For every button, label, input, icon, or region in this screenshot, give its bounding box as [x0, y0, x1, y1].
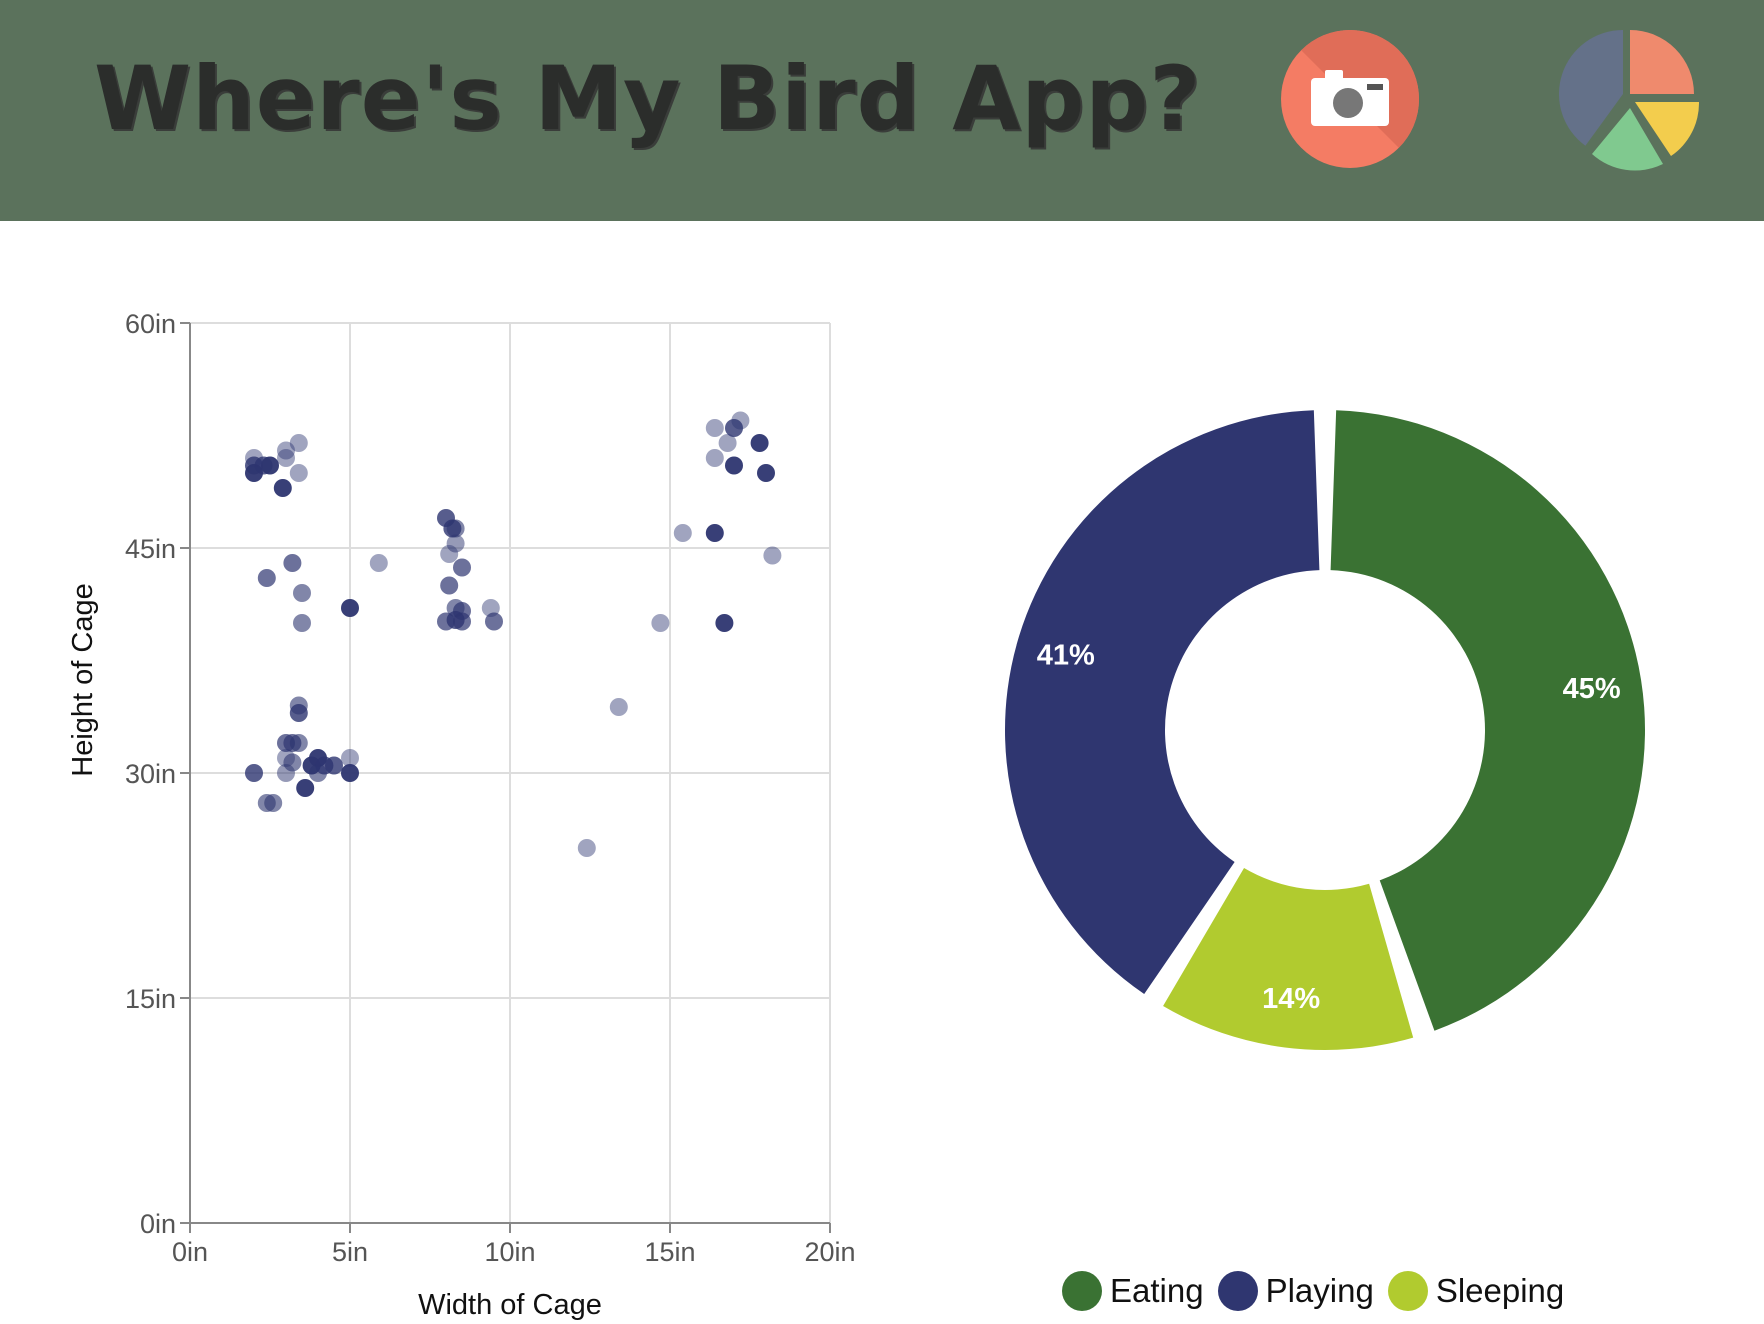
scatter-axes: 0in 5in 10in 15in 20in 0in 15in 30in 45in 60in	[125, 309, 856, 1267]
donut-slice-eating[interactable]	[1330, 410, 1645, 1031]
y-axis-title: Height of Cage	[67, 583, 99, 776]
donut-slice-sleeping[interactable]	[1163, 868, 1414, 1050]
scatter-point[interactable]	[750, 434, 769, 452]
scatter-point[interactable]	[257, 569, 276, 587]
scatter-point[interactable]	[705, 449, 724, 467]
scatter-point[interactable]	[289, 704, 308, 722]
scatter-point[interactable]	[757, 464, 775, 482]
scatter-point[interactable]	[289, 734, 308, 752]
scatter-point[interactable]	[293, 614, 311, 632]
scatter-point[interactable]	[440, 576, 459, 595]
legend-label-eating: Eating	[1110, 1272, 1204, 1309]
pie-chart-icon[interactable]	[1559, 30, 1701, 172]
scatter-point[interactable]	[283, 554, 302, 572]
scatter-point[interactable]	[651, 614, 670, 632]
scatter-point[interactable]	[341, 749, 359, 767]
scatter-point[interactable]	[245, 764, 263, 782]
scatter-plot: 0in 5in 10in 15in 20in 0in 15in 30in 45in 60in Wi…	[67, 309, 856, 1321]
scatter-point[interactable]	[289, 464, 308, 482]
app-title: Where's My Bird App?	[94, 47, 1202, 150]
legend-item-sleeping[interactable]: Sleeping	[1387, 1271, 1565, 1311]
scatter-point[interactable]	[453, 558, 471, 577]
scatter-point[interactable]	[277, 441, 295, 460]
legend-swatch-eating	[1062, 1271, 1102, 1311]
scatter-point[interactable]	[293, 584, 311, 602]
scatter-point[interactable]	[446, 534, 465, 553]
donut-label-playing: 41%	[1037, 640, 1095, 672]
scatter-point[interactable]	[325, 756, 343, 775]
scatter-point[interactable]	[341, 599, 359, 617]
y-tick-label: 0in	[140, 1209, 176, 1239]
scatter-point[interactable]	[725, 419, 743, 437]
legend-swatch-sleeping	[1387, 1271, 1428, 1311]
scatter-point[interactable]	[341, 764, 359, 782]
x-tick-label: 5in	[332, 1237, 368, 1267]
scatter-point[interactable]	[440, 545, 459, 563]
scatter-point[interactable]	[577, 839, 596, 857]
legend-item-eating[interactable]: Eating	[1062, 1271, 1204, 1311]
scatter-points	[245, 411, 782, 857]
donut-label-eating: 45%	[1563, 673, 1621, 705]
scatter-point[interactable]	[718, 434, 737, 452]
scatter-point[interactable]	[273, 479, 292, 497]
y-tick-label: 15in	[125, 984, 176, 1014]
legend-item-playing[interactable]: Playing	[1217, 1271, 1374, 1311]
app-header: Where's My Bird App?	[0, 0, 1764, 221]
scatter-point[interactable]	[673, 524, 692, 542]
x-axis-title: Width of Cage	[418, 1289, 602, 1321]
scatter-point[interactable]	[725, 456, 743, 475]
donut-legend: Eating Playing Sleeping	[1062, 1268, 1578, 1314]
scatter-point[interactable]	[289, 434, 308, 452]
scatter-point[interactable]	[446, 519, 465, 538]
camera-icon	[1311, 70, 1389, 126]
donut-slices: 45% 14% 41%	[1005, 410, 1645, 1050]
scatter-point[interactable]	[296, 779, 315, 797]
scatter-point[interactable]	[453, 612, 471, 631]
scatter-point[interactable]	[277, 449, 295, 467]
y-tick-label: 60in	[125, 309, 176, 339]
scatter-point[interactable]	[715, 614, 734, 632]
donut-label-sleeping: 14%	[1262, 983, 1320, 1015]
legend-swatch-playing	[1217, 1271, 1258, 1311]
scatter-point[interactable]	[705, 524, 724, 542]
donut-chart: 45% 14% 41%	[1005, 410, 1645, 1050]
scatter-point[interactable]	[609, 698, 628, 716]
x-tick-label: 0in	[172, 1237, 208, 1267]
x-tick-label: 15in	[644, 1237, 695, 1267]
scatter-point[interactable]	[705, 419, 724, 437]
scatter-point[interactable]	[264, 794, 283, 812]
scatter-point[interactable]	[481, 599, 500, 617]
scatter-point[interactable]	[369, 554, 388, 572]
scatter-point[interactable]	[485, 612, 503, 631]
donut-slice-playing[interactable]	[1005, 410, 1320, 995]
legend-label-playing: Playing	[1265, 1272, 1374, 1309]
legend-label-sleeping: Sleeping	[1435, 1272, 1565, 1309]
x-tick-label: 20in	[804, 1237, 855, 1267]
scatter-point[interactable]	[261, 456, 279, 475]
y-tick-label: 30in	[125, 759, 176, 789]
camera-button[interactable]	[1281, 30, 1419, 168]
x-tick-label: 10in	[484, 1237, 535, 1267]
y-tick-label: 45in	[125, 534, 176, 564]
scatter-point[interactable]	[763, 546, 782, 565]
scatter-point[interactable]	[277, 764, 295, 782]
scatter-point[interactable]	[731, 411, 750, 430]
